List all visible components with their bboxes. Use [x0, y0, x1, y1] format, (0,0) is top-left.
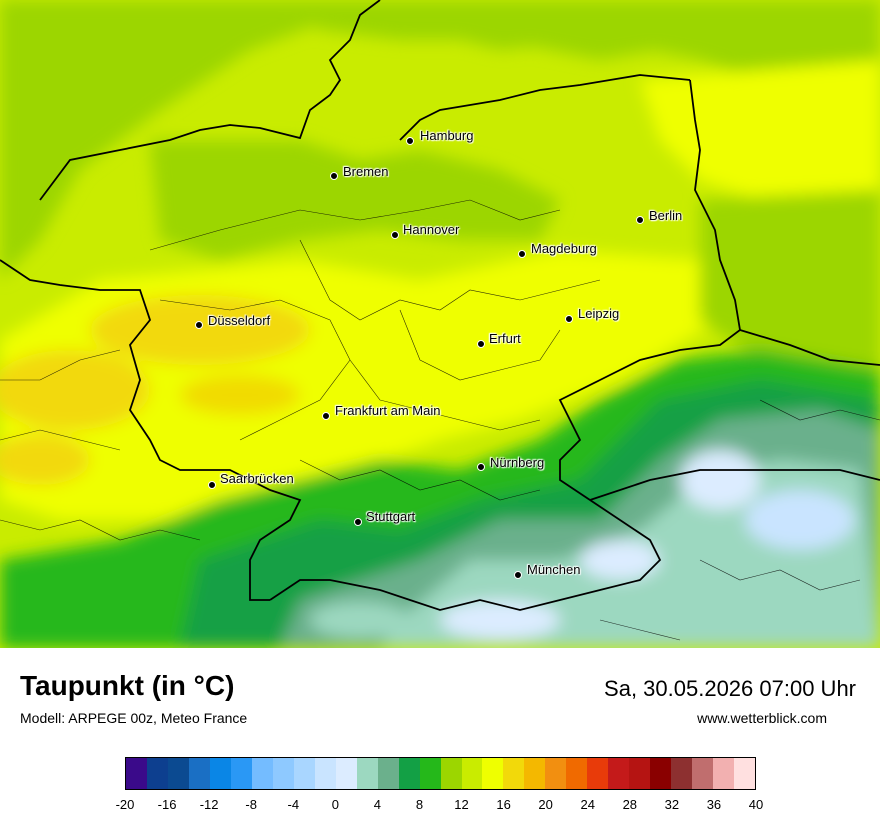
legend-swatch [608, 758, 630, 789]
legend-tick-label: 20 [538, 797, 553, 812]
legend-swatch [251, 758, 273, 789]
legend-swatch [734, 758, 756, 789]
legend-tick-label: 36 [706, 797, 722, 812]
legend-tick-label: 28 [622, 797, 638, 812]
legend-tick-label: -20 [115, 797, 135, 812]
city-dot [195, 321, 203, 329]
city-dot [330, 172, 338, 180]
city-label: Hamburg [420, 128, 474, 143]
legend-tick-label: -12 [199, 797, 219, 812]
city-label: Berlin [649, 208, 683, 223]
legend-swatch [587, 758, 609, 789]
legend-swatch [671, 758, 693, 789]
city-label: Bremen [343, 164, 389, 179]
legend-swatch [188, 758, 210, 789]
legend-swatch [440, 758, 462, 789]
map-title: Taupunkt (in °C) [20, 670, 235, 701]
legend-swatch [209, 758, 231, 789]
legend-tick-label: -16 [157, 797, 177, 812]
legend-tick-label: 8 [415, 797, 424, 812]
legend-swatch [126, 758, 147, 789]
city-label: Frankfurt am Main [335, 403, 441, 418]
legend-swatch [377, 758, 399, 789]
legend-swatch [629, 758, 651, 789]
city-label: Leipzig [578, 306, 620, 321]
city-dot [565, 315, 573, 323]
city-label: Saarbrücken [220, 471, 294, 486]
legend-swatch [230, 758, 252, 789]
city-dot [514, 571, 522, 579]
city-dot [406, 137, 414, 145]
city-dot [208, 481, 216, 489]
legend-swatch [713, 758, 735, 789]
legend-tick-label: 4 [373, 797, 382, 812]
color-legend [125, 757, 756, 790]
legend-swatch [461, 758, 483, 789]
legend-swatch [566, 758, 588, 789]
city-dot [518, 250, 526, 258]
legend-swatch [545, 758, 567, 789]
legend-swatch [419, 758, 441, 789]
legend-swatch [356, 758, 378, 789]
city-dot [477, 340, 485, 348]
city-dot [354, 518, 362, 526]
legend-tick-label: 40 [748, 797, 764, 812]
city-label: Magdeburg [531, 241, 597, 256]
legend-swatch [146, 758, 168, 789]
city-dot [391, 231, 399, 239]
city-dot [636, 216, 644, 224]
legend-swatch [482, 758, 504, 789]
city-dot [477, 463, 485, 471]
legend-tick-label: -8 [245, 797, 257, 812]
city-label: München [527, 562, 581, 577]
legend-swatch [524, 758, 546, 789]
forecast-datetime: Sa, 30.05.2026 07:00 Uhr [604, 676, 856, 701]
city-label: Hannover [403, 222, 460, 237]
city-label: Nürnberg [490, 455, 545, 470]
legend-tick-label: 0 [331, 797, 339, 812]
legend-swatch [650, 758, 672, 789]
legend-swatch [167, 758, 189, 789]
legend-swatch [398, 758, 420, 789]
legend-swatch [335, 758, 357, 789]
legend-swatch [272, 758, 294, 789]
city-label: Erfurt [489, 331, 521, 346]
dewpoint-map [0, 0, 880, 648]
legend-tick-label: 16 [496, 797, 511, 812]
legend-tick-label: -4 [287, 797, 300, 812]
city-label: Stuttgart [366, 509, 416, 524]
website-credit: www.wetterblick.com [697, 710, 827, 726]
legend-swatch [692, 758, 714, 789]
legend-swatch [293, 758, 315, 789]
city-dot [322, 412, 330, 420]
legend-tick-label: 12 [454, 797, 469, 812]
city-label: Düsseldorf [208, 313, 271, 328]
legend-tick-label: 32 [664, 797, 680, 812]
legend-swatch [503, 758, 525, 789]
legend-tick-label: 24 [580, 797, 595, 812]
legend-swatch [314, 758, 336, 789]
model-info: Modell: ARPEGE 00z, Meteo France [20, 710, 248, 726]
